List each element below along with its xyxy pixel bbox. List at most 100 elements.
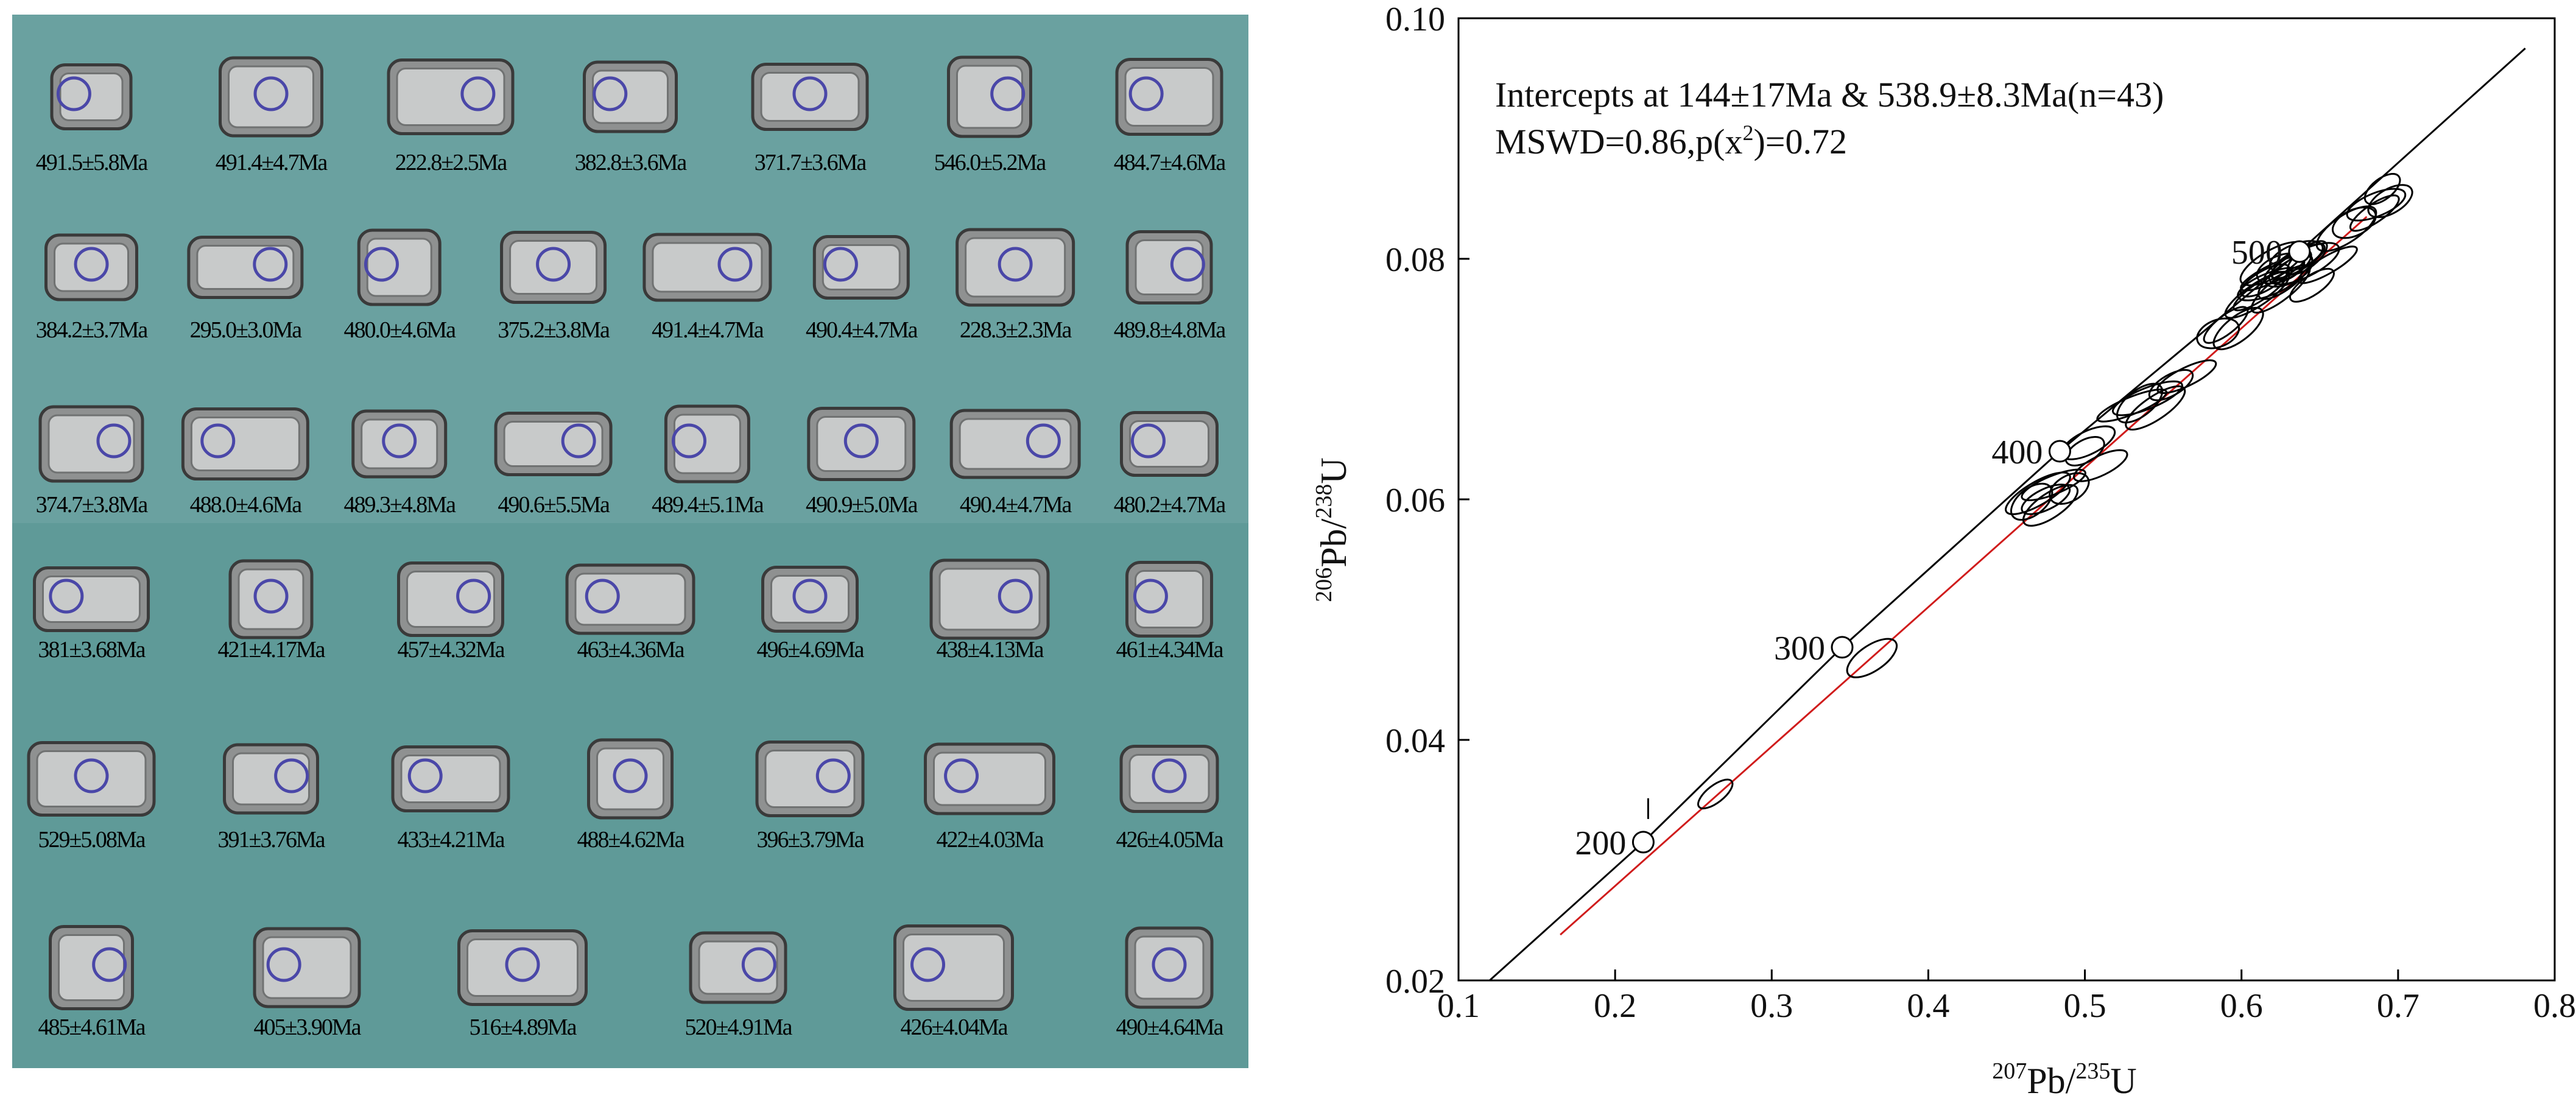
zircon-core bbox=[190, 417, 300, 471]
analysis-spot-circle bbox=[815, 758, 851, 793]
zircon-core bbox=[673, 413, 741, 474]
zircon-age-label: 484.7±4.6Ma bbox=[1114, 150, 1226, 175]
y-label-sup: 206 bbox=[1311, 568, 1337, 602]
zircon-core bbox=[770, 575, 850, 624]
analysis-spot-circle bbox=[56, 76, 91, 111]
zircon-grain: 382.8±3.6Ma bbox=[575, 60, 688, 175]
zircon-age-label: 381±3.68Ma bbox=[38, 637, 146, 663]
analysis-spot-circle bbox=[593, 76, 628, 111]
zircon-grains: 491.5±5.8Ma 491.4±4.7Ma 222.8±2.5Ma 382.8±3… bbox=[27, 55, 1227, 1040]
analysis-spot-circle bbox=[1026, 423, 1061, 459]
y-tick-label: 0.10 bbox=[1385, 1, 1445, 38]
zircon-grain: 396±3.79Ma bbox=[755, 740, 866, 853]
zircon-cl-mosaic: 491.5±5.8Ma 491.4±4.7Ma 222.8±2.5Ma 382.8±3… bbox=[12, 15, 1248, 1068]
error-ellipse bbox=[2112, 380, 2183, 417]
zircon-grain: 421±4.17Ma bbox=[217, 559, 327, 663]
zircon-grain: 490.6±5.5Ma bbox=[494, 412, 613, 518]
zircon-grain: 375.2±3.8Ma bbox=[498, 231, 611, 343]
annotation-intercepts: Intercepts at 144±17Ma & 538.9±8.3Ma(n=4… bbox=[1495, 75, 2164, 114]
mswd-suffix: )=0.72 bbox=[1753, 122, 1847, 161]
zircon-grain: 480.0±4.6Ma bbox=[343, 228, 457, 343]
zircon-grain: 490.9±5.0Ma bbox=[806, 407, 920, 518]
zircon-age-label: 396±3.79Ma bbox=[756, 827, 864, 853]
concordia-age-label: 200 bbox=[1575, 825, 1626, 862]
analysis-spot-circle bbox=[823, 247, 858, 282]
zircon-core bbox=[1124, 67, 1214, 127]
error-ellipse bbox=[1846, 638, 1898, 678]
zircon-core bbox=[361, 418, 438, 470]
zircon-age-label: 405±3.90Ma bbox=[253, 1015, 361, 1040]
mswd-sup: 2 bbox=[1742, 121, 1753, 145]
analysis-spot-circle bbox=[253, 247, 288, 282]
zircon-core bbox=[503, 421, 604, 467]
zircon-core bbox=[1128, 754, 1210, 804]
zircon-core bbox=[58, 934, 125, 1001]
zircon-age-label: 520±4.91Ma bbox=[684, 1015, 792, 1040]
zircon-grain: 529±5.08Ma bbox=[27, 741, 156, 853]
zircon-age-label: 421±4.17Ma bbox=[217, 637, 325, 663]
zircon-core bbox=[760, 72, 860, 122]
y-tick-label: 0.06 bbox=[1385, 482, 1445, 519]
analysis-spot-circle bbox=[74, 758, 109, 793]
zircon-grain: 484.7±4.6Ma bbox=[1114, 58, 1227, 175]
analysis-spot-circle bbox=[990, 76, 1026, 111]
zircon-grain: 490±4.64Ma bbox=[1116, 926, 1225, 1040]
analysis-spot-circle bbox=[613, 758, 648, 793]
error-ellipse bbox=[2073, 449, 2128, 482]
zircon-grain: 384.2±3.7Ma bbox=[36, 233, 149, 343]
analysis-spot-circle bbox=[382, 423, 417, 459]
zircon-age-label: 491.4±4.7Ma bbox=[652, 317, 764, 343]
zircon-core bbox=[1134, 935, 1205, 1000]
analysis-spot-circle bbox=[843, 423, 879, 459]
zircon-core bbox=[466, 938, 579, 997]
zircon-core bbox=[262, 936, 352, 999]
zircon-age-label: 496±4.69Ma bbox=[756, 637, 864, 663]
analysis-spot-circle bbox=[536, 247, 571, 282]
zircon-age-label: 490.9±5.0Ma bbox=[806, 492, 918, 518]
analysis-spot-circle bbox=[74, 247, 109, 282]
zircon-age-label: 485±4.61Ma bbox=[38, 1015, 146, 1040]
mswd-prefix: MSWD=0.86,p(x bbox=[1495, 122, 1742, 161]
zircon-age-label: 374.7±3.8Ma bbox=[36, 492, 149, 518]
zircon-grain: 222.8±2.5Ma bbox=[387, 58, 515, 175]
concordia-age-label: 300 bbox=[1774, 630, 1825, 667]
zircon-grain: 422±4.03Ma bbox=[924, 742, 1055, 853]
x-tick-label: 0.7 bbox=[2377, 987, 2419, 1025]
analysis-spot-circle bbox=[910, 947, 946, 982]
zircon-core bbox=[406, 571, 495, 628]
zircon-core bbox=[54, 242, 129, 292]
zircon-grain: 381±3.68Ma bbox=[33, 566, 150, 663]
analysis-spot-circle bbox=[672, 423, 707, 459]
plot-area: 0.1 0.2 0.3 0.4 0.5 0.6 0.7 0.8 0.02 0.04 0.06 0.08… bbox=[1385, 1, 2576, 1025]
zircon-core bbox=[238, 568, 304, 630]
concordia-age-label: 400 bbox=[1991, 434, 2043, 471]
zircon-grain: 295.0±3.0Ma bbox=[187, 236, 304, 343]
zircon-core bbox=[956, 65, 1023, 129]
concordia-age-marker bbox=[2288, 240, 2311, 263]
zircon-grain: 516±4.89Ma bbox=[457, 929, 588, 1040]
zircon-age-label: 490±4.64Ma bbox=[1116, 1015, 1223, 1040]
zircon-grain: 491.4±4.7Ma bbox=[216, 56, 329, 175]
error-ellipse bbox=[2021, 468, 2086, 501]
zircon-age-label: 488.0±4.6Ma bbox=[190, 492, 303, 518]
concordia-age-marker bbox=[2048, 440, 2071, 463]
zircon-grain: 491.4±4.7Ma bbox=[642, 233, 772, 343]
x-tick-label: 0.6 bbox=[2220, 987, 2263, 1025]
x-axis-label: 207Pb/235U bbox=[1992, 1058, 2136, 1101]
zircon-grain: 463±4.36Ma bbox=[565, 563, 695, 663]
y-tick-label: 0.02 bbox=[1385, 963, 1445, 1001]
zircon-age-label: 480.0±4.6Ma bbox=[343, 317, 456, 343]
zircon-grain: 426±4.05Ma bbox=[1116, 745, 1225, 853]
zircon-grain: 491.5±5.8Ma bbox=[36, 63, 149, 175]
zircon-core bbox=[366, 237, 432, 297]
zircon-age-label: 489.4±5.1Ma bbox=[652, 492, 764, 518]
y-label-sup2: 238 bbox=[1311, 484, 1337, 519]
zircon-grain: 496±4.69Ma bbox=[756, 566, 866, 663]
zircon-core bbox=[36, 750, 147, 807]
zircon-grain: 489.4±5.1Ma bbox=[652, 404, 765, 518]
x-label-base2: U bbox=[2110, 1061, 2136, 1101]
error-ellipse bbox=[2203, 306, 2249, 344]
zircon-age-label: 457±4.32Ma bbox=[397, 637, 505, 663]
zircon-age-label: 546.0±5.2Ma bbox=[934, 150, 1047, 175]
zircon-age-label: 490.6±5.5Ma bbox=[498, 492, 610, 518]
